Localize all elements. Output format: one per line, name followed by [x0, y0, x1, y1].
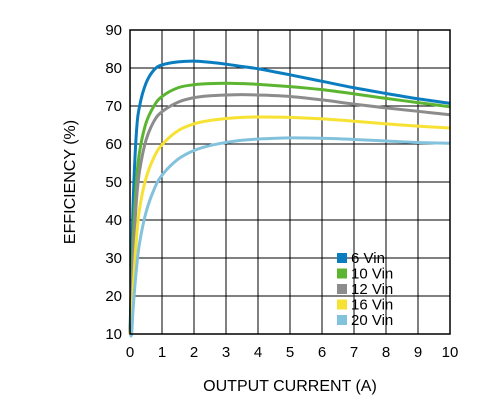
y-tick-label: 80	[105, 60, 122, 77]
x-tick-labels: 0 1 2 3 4 5 6 7 8 9 10	[126, 344, 459, 361]
x-tick-label: 6	[318, 344, 326, 361]
y-tick-label: 50	[105, 174, 122, 191]
x-tick-label: 7	[350, 344, 358, 361]
legend-entry: 16 Vin	[351, 297, 393, 314]
x-tick-label: 5	[286, 344, 294, 361]
x-tick-label: 10	[442, 344, 459, 361]
x-tick-label: 0	[126, 344, 134, 361]
series-line-0	[128, 59, 451, 335]
y-tick-labels: 10 20 30 40 50 60 70 80 90	[105, 22, 122, 343]
y-tick-label: 60	[105, 136, 122, 153]
legend-swatch	[337, 253, 347, 263]
series-line-1	[128, 81, 451, 335]
y-tick-label: 20	[105, 288, 122, 305]
x-tick-label: 2	[190, 344, 198, 361]
x-tick-label: 8	[382, 344, 390, 361]
x-tick-label: 9	[414, 344, 422, 361]
series-line-3	[128, 115, 451, 335]
y-tick-label: 30	[105, 250, 122, 267]
y-tick-label: 10	[105, 326, 122, 343]
y-tick-label: 70	[105, 98, 122, 115]
legend-entry: 10 Vin	[351, 266, 393, 283]
x-tick-label: 3	[222, 344, 230, 361]
y-axis-label: EFFICIENCY (%)	[62, 120, 79, 244]
plot-frame	[129, 29, 451, 335]
legend-swatch	[337, 268, 347, 279]
legend-swatch	[337, 284, 347, 294]
x-axis-label: OUTPUT CURRENT (A)	[203, 378, 377, 395]
legend-entry: 20 Vin	[351, 312, 393, 329]
legend-entry: 12 Vin	[351, 281, 393, 298]
y-tick-label: 40	[105, 212, 122, 229]
legend-entry: 6 Vin	[351, 250, 385, 267]
y-tick-label: 90	[105, 22, 122, 39]
series-lines	[128, 59, 451, 338]
x-tick-label: 1	[158, 344, 166, 361]
series-line-4	[128, 136, 451, 338]
x-tick-label: 4	[254, 344, 262, 361]
series-line-2	[128, 93, 451, 335]
legend-swatch	[337, 315, 347, 325]
legend-swatch	[337, 299, 347, 310]
